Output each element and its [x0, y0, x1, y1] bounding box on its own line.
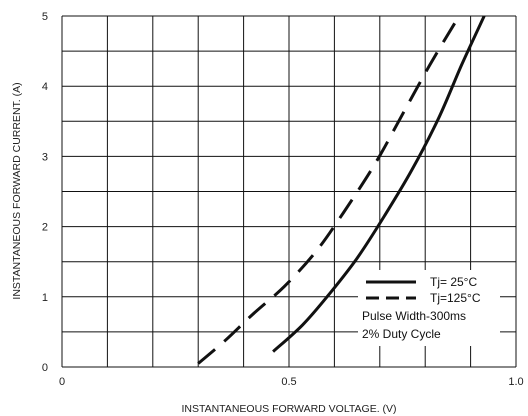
- x-axis-label: INSTANTANEOUS FORWARD VOLTAGE. (V): [181, 403, 396, 415]
- y-axis-label: INSTANTANEOUS FORWARD CURRENT. (A): [11, 82, 23, 299]
- legend-label-tj25: Tj= 25°C: [430, 275, 477, 289]
- y-tick-label: 4: [42, 81, 48, 93]
- legend-label-tj125: Tj=125°C: [430, 291, 481, 305]
- y-tick-label: 2: [42, 222, 48, 234]
- x-tick-label: 0: [59, 376, 65, 388]
- y-tick-label: 0: [42, 362, 48, 374]
- y-tick-label: 5: [42, 11, 48, 23]
- annotation-duty-cycle: 2% Duty Cycle: [362, 327, 441, 341]
- series-lines: [197, 15, 486, 365]
- x-tick-label: 0.5: [281, 376, 296, 388]
- legend: Tj= 25°C Tj=125°C Pulse Width-300ms 2% D…: [358, 270, 500, 346]
- tick-labels: 0 0.5 1.0 0 1 2 3 4 5: [42, 11, 524, 388]
- y-tick-label: 3: [42, 151, 48, 163]
- x-tick-label: 1.0: [508, 376, 523, 388]
- series-line-tj125: [197, 18, 459, 365]
- y-tick-label: 1: [42, 292, 48, 304]
- series-line-tj25: [272, 15, 486, 353]
- annotation-pulse-width: Pulse Width-300ms: [362, 309, 466, 323]
